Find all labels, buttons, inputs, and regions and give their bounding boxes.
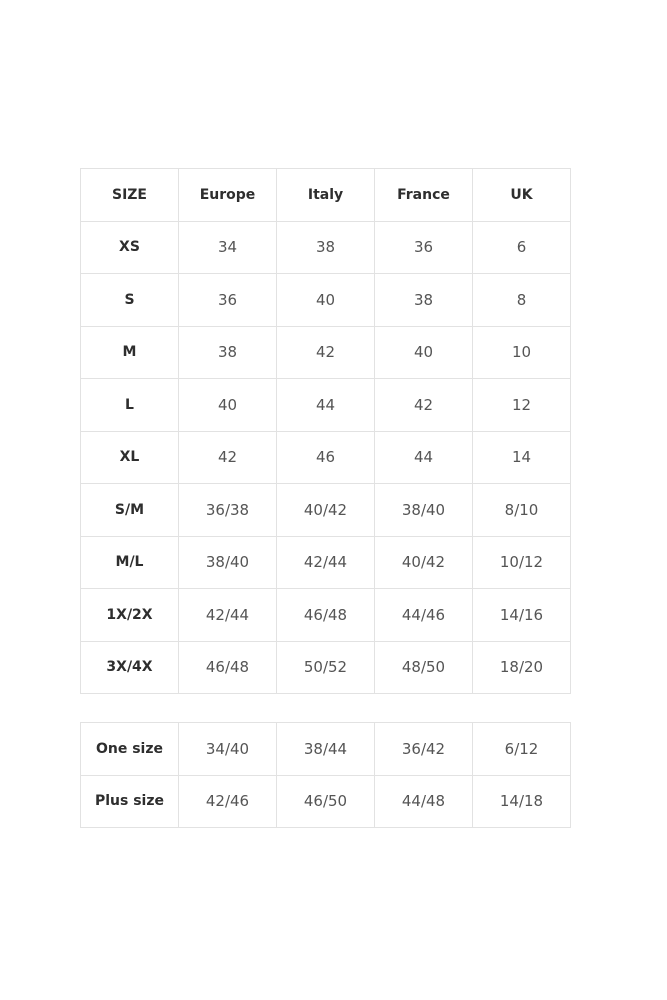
column-header: Italy [276,168,375,222]
table-cell: 36 [178,273,277,327]
table-cell: 10/12 [472,535,571,589]
column-header: UK [472,168,571,222]
column-header: France [374,168,473,222]
table-cell: 36/42 [374,722,473,776]
table-cell: 46/48 [276,588,375,642]
size-label: S/M [80,483,179,537]
table-cell: 38/44 [276,722,375,776]
table-cell: 44 [374,430,473,484]
table-cell: 38 [374,273,473,327]
size-label: 3X/4X [80,640,179,694]
table-cell: 42/44 [178,588,277,642]
table-cell: 8 [472,273,571,327]
table-row: 1X/2X 42/44 46/48 44/46 14/16 [80,588,571,642]
size-label: XS [80,220,179,274]
table-cell: 14/18 [472,774,571,828]
table-cell: 44 [276,378,375,432]
size-label: S [80,273,179,327]
table-cell: 34/40 [178,722,277,776]
header-row: SIZE Europe Italy France UK [80,168,571,222]
table-cell: 46 [276,430,375,484]
table-row: 3X/4X 46/48 50/52 48/50 18/20 [80,640,571,694]
size-label: 1X/2X [80,588,179,642]
table-cell: 34 [178,220,277,274]
table-row: S 36 40 38 8 [80,273,571,327]
table-cell: 40 [276,273,375,327]
table-row: XL 42 46 44 14 [80,430,571,484]
table-row: One size 34/40 38/44 36/42 6/12 [80,722,571,776]
table-cell: 40 [374,325,473,379]
table-cell: 8/10 [472,483,571,537]
table-row: M 38 42 40 10 [80,325,571,379]
size-label: XL [80,430,179,484]
table-cell: 36/38 [178,483,277,537]
table-cell: 38/40 [374,483,473,537]
table-row: L 40 44 42 12 [80,378,571,432]
table-cell: 42/44 [276,535,375,589]
table-cell: 44/48 [374,774,473,828]
size-label: M [80,325,179,379]
table-row: S/M 36/38 40/42 38/40 8/10 [80,483,571,537]
table-row: Plus size 42/46 46/50 44/48 14/18 [80,774,571,828]
special-size-table: One size 34/40 38/44 36/42 6/12 Plus size 42/4… [80,722,571,828]
table-cell: 14/16 [472,588,571,642]
size-label: One size [80,722,179,776]
table-cell: 40/42 [276,483,375,537]
size-chart-table: SIZE Europe Italy France UK XS 34 38 36 6 S 36 40 38 8… [80,168,571,694]
table-cell: 42 [276,325,375,379]
table-cell: 42 [178,430,277,484]
table-cell: 40 [178,378,277,432]
table-cell: 36 [374,220,473,274]
table-cell: 46/48 [178,640,277,694]
table-cell: 10 [472,325,571,379]
size-label: Plus size [80,774,179,828]
table-cell: 42 [374,378,473,432]
table-cell: 6 [472,220,571,274]
table-cell: 18/20 [472,640,571,694]
table-cell: 38 [178,325,277,379]
table-cell: 50/52 [276,640,375,694]
table-cell: 44/46 [374,588,473,642]
table-row: XS 34 38 36 6 [80,220,571,274]
table-cell: 38 [276,220,375,274]
column-header: Europe [178,168,277,222]
table-cell: 42/46 [178,774,277,828]
table-cell: 48/50 [374,640,473,694]
table-cell: 14 [472,430,571,484]
table-cell: 46/50 [276,774,375,828]
size-label: M/L [80,535,179,589]
table-row: M/L 38/40 42/44 40/42 10/12 [80,535,571,589]
size-label: L [80,378,179,432]
table-cell: 40/42 [374,535,473,589]
column-header: SIZE [80,168,179,222]
table-cell: 6/12 [472,722,571,776]
table-cell: 38/40 [178,535,277,589]
table-cell: 12 [472,378,571,432]
